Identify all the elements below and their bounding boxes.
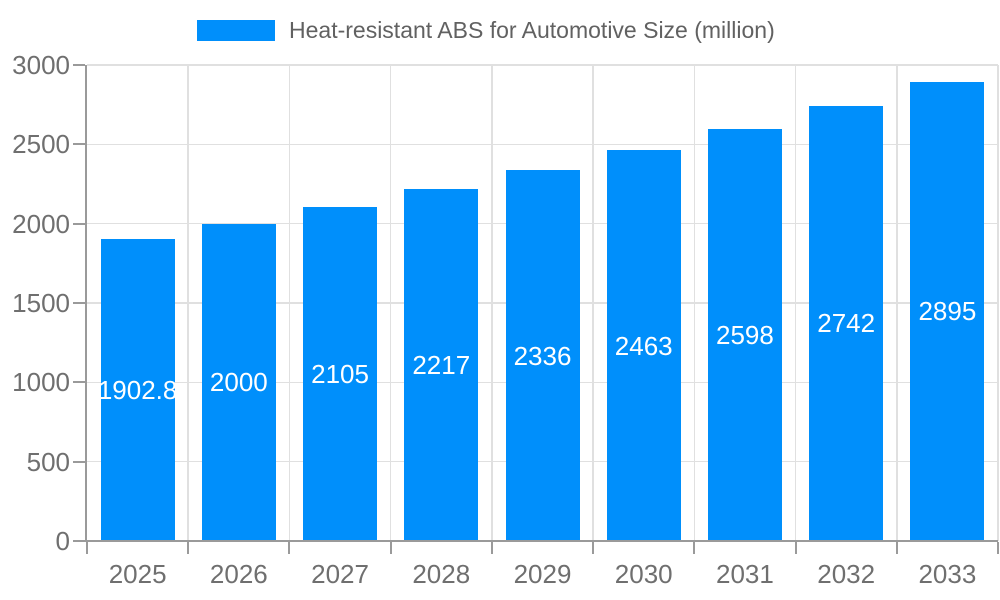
bar-value-label: 2895 <box>918 296 977 327</box>
bar-2030[interactable]: 2463 <box>606 150 681 541</box>
x-axis-tick <box>288 542 291 554</box>
legend-swatch[interactable] <box>197 19 275 41</box>
y-tick-label: 2500 <box>12 129 70 160</box>
y-tick-label: 0 <box>55 526 70 556</box>
y-tick-label: 2000 <box>12 208 70 239</box>
y-axis-tick <box>73 460 85 463</box>
v-gridline <box>288 65 291 541</box>
bar-value-label: 1902.8 <box>97 375 178 406</box>
v-gridline <box>896 65 898 541</box>
bar-value-label: 2463 <box>614 330 673 361</box>
x-tick-label: 2026 <box>209 559 268 589</box>
bar-2029[interactable]: 2336 <box>505 170 580 541</box>
bar-value-label: 2217 <box>412 350 471 381</box>
legend[interactable]: Heat-resistant ABS for Automotive Size (… <box>197 9 775 51</box>
y-axis-tick <box>73 64 85 66</box>
x-axis-tick <box>86 542 88 554</box>
x-tick-label: 2028 <box>412 559 471 589</box>
bar-value-label: 2598 <box>716 319 774 350</box>
bar-value-label: 2105 <box>311 359 369 389</box>
y-tick-label: 1000 <box>12 367 70 398</box>
x-axis-tick <box>895 542 898 554</box>
h-gridline <box>87 64 998 66</box>
y-tick-label: 3000 <box>12 50 70 80</box>
y-tick-label: 500 <box>26 446 70 477</box>
y-axis-tick <box>73 540 85 542</box>
bar-2026[interactable]: 2000 <box>201 223 276 541</box>
x-tick-label: 2033 <box>918 559 977 589</box>
x-axis-tick <box>794 542 797 554</box>
x-axis-tick <box>997 542 999 554</box>
x-axis-tick <box>389 542 392 554</box>
bar-2032[interactable]: 2742 <box>809 105 884 541</box>
y-axis-line <box>85 65 87 541</box>
v-gridline <box>491 65 493 541</box>
y-axis-tick <box>73 381 85 384</box>
h-gridline <box>87 143 998 146</box>
v-gridline <box>592 65 594 541</box>
y-axis-tick <box>73 143 85 146</box>
y-tick-label: 1500 <box>12 288 70 318</box>
x-tick-label: 2032 <box>817 559 876 589</box>
v-gridline <box>693 65 696 541</box>
bar-value-label: 2742 <box>817 308 876 339</box>
bar-2025[interactable]: 1902.8 <box>97 239 178 541</box>
x-axis-tick <box>592 542 595 554</box>
plot-area: 1902.8 2000 2105 2217 2336 2463 2598 2742 2895 <box>73 64 999 554</box>
legend-label: Heat-resistant ABS for Automotive Size (… <box>289 16 775 43</box>
x-tick-label: 2025 <box>108 559 167 589</box>
v-gridline <box>794 65 797 541</box>
bar-value-label: 2336 <box>513 340 572 371</box>
v-gridline <box>187 65 189 541</box>
bar-2027[interactable]: 2105 <box>303 207 378 541</box>
y-axis-tick <box>73 222 85 225</box>
x-axis-tick <box>187 542 190 554</box>
bar-2031[interactable]: 2598 <box>707 128 782 541</box>
x-axis-tick <box>693 542 696 554</box>
x-tick-label: 2031 <box>716 559 774 589</box>
x-axis-tick <box>490 542 493 554</box>
x-tick-label: 2029 <box>513 559 572 589</box>
bar-value-label: 2000 <box>209 367 268 398</box>
y-axis-tick <box>73 302 85 304</box>
x-tick-label: 2030 <box>614 559 673 589</box>
bar-2033[interactable]: 2895 <box>910 81 985 541</box>
v-gridline <box>997 65 999 541</box>
x-axis-line <box>85 540 998 542</box>
v-gridline <box>389 65 392 541</box>
x-tick-label: 2027 <box>311 559 369 589</box>
bar-2028[interactable]: 2217 <box>404 189 479 541</box>
